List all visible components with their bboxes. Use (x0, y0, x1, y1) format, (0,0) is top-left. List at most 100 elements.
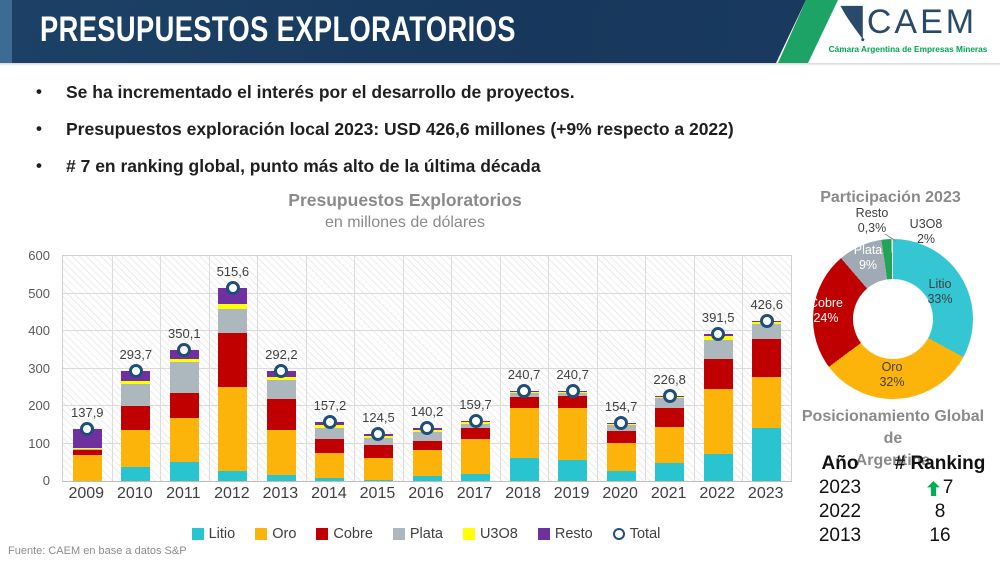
bar-segment-litio[interactable] (655, 463, 685, 481)
total-marker[interactable] (565, 383, 580, 398)
bar-segment-oro[interactable] (461, 438, 491, 475)
x-tick-label: 2009 (68, 485, 105, 502)
bar-segment-plata[interactable] (72, 449, 102, 450)
bar-segment-resto[interactable] (218, 287, 248, 304)
bar-segment-plata[interactable] (412, 432, 442, 441)
bar-segment-litio[interactable] (266, 475, 296, 481)
bar-segment-oro[interactable] (655, 426, 685, 463)
total-label: 124,5 (362, 410, 395, 426)
bar-segment-plata[interactable] (266, 379, 296, 400)
bar-segment-u3o8[interactable] (169, 358, 199, 362)
bar-segment-litio[interactable] (363, 479, 393, 481)
legend-item-u3o8: U3O8 (462, 526, 518, 542)
bar-segment-plata[interactable] (218, 309, 248, 333)
bar-segment-cobre[interactable] (752, 338, 782, 378)
bar-segment-oro[interactable] (703, 389, 733, 454)
bar-segment-plata[interactable] (169, 361, 199, 393)
bar-segment-litio[interactable] (461, 474, 491, 481)
total-marker[interactable] (614, 416, 629, 430)
bar-segment-litio[interactable] (752, 428, 782, 481)
bar-segment-oro[interactable] (558, 407, 588, 461)
total-marker[interactable] (128, 363, 143, 378)
bar-segment-u3o8[interactable] (121, 380, 151, 385)
bar-segment-cobre[interactable] (266, 399, 296, 431)
gridline-vertical (305, 256, 307, 481)
bar-segment-plata[interactable] (121, 384, 151, 406)
bar-segment-cobre[interactable] (558, 395, 588, 408)
bar-segment-cobre[interactable] (461, 428, 491, 439)
gridline-vertical (451, 256, 453, 481)
bar-segment-plata[interactable] (703, 340, 733, 360)
legend-swatch (255, 528, 268, 540)
y-tick-label: 100 (28, 435, 50, 451)
total-marker[interactable] (420, 421, 434, 436)
total-marker[interactable] (517, 383, 532, 398)
bar-segment-oro[interactable] (121, 430, 151, 467)
bullet-text: # 7 en ranking global, punto más alto de… (66, 156, 541, 176)
bullet-dot-icon: • (36, 82, 42, 101)
bar-segment-oro[interactable] (752, 377, 782, 429)
bar-segment-oro[interactable] (363, 457, 393, 480)
bar-segment-cobre[interactable] (509, 397, 539, 409)
bar-segment-oro[interactable] (218, 386, 248, 471)
bar-segment-litio[interactable] (315, 478, 345, 481)
bar-segment-oro[interactable] (412, 449, 442, 477)
caem-flag-icon (840, 5, 865, 41)
bar-segment-litio[interactable] (412, 476, 442, 481)
ranking-table: Año # Ranking 2023 7 2022 8 2013 16 (795, 452, 995, 548)
y-tick-label: 400 (28, 323, 50, 338)
bar-segment-plata[interactable] (752, 324, 782, 339)
bar-segment-u3o8[interactable] (218, 304, 248, 310)
bar-segment-oro[interactable] (509, 408, 539, 458)
total-marker[interactable] (322, 415, 337, 430)
y-axis: 0 100 200 300 400 500 600 (14, 248, 56, 488)
x-tick-label: 2014 (311, 485, 347, 502)
bar-segment-cobre[interactable] (606, 431, 636, 444)
x-tick-label: 2011 (166, 485, 201, 502)
bar-segment-litio[interactable] (703, 454, 733, 481)
bullet-text: Presupuestos exploración local 2023: USD… (66, 119, 734, 139)
gridline-horizontal (63, 330, 791, 331)
bar-segment-litio[interactable] (606, 470, 636, 481)
legend-swatch (392, 528, 405, 540)
bar-segment-litio[interactable] (558, 460, 588, 481)
bar-segment-litio[interactable] (121, 466, 151, 481)
bar-segment-cobre[interactable] (412, 440, 442, 450)
bar-chart-title-block: Presupuestos Exploratorios en millones d… (55, 190, 755, 232)
bar-segment-resto[interactable] (72, 429, 102, 448)
bar-segment-u3o8[interactable] (72, 447, 102, 450)
bar-segment-cobre[interactable] (169, 392, 199, 418)
bar-segment-oro[interactable] (169, 418, 199, 463)
total-marker[interactable] (177, 342, 192, 357)
total-marker[interactable] (80, 422, 95, 437)
bar-segment-oro[interactable] (606, 443, 636, 471)
total-marker[interactable] (468, 414, 483, 429)
bar-segment-u3o8[interactable] (266, 377, 296, 380)
bar-segment-plata[interactable] (363, 437, 393, 446)
bar-segment-oro[interactable] (266, 430, 296, 476)
total-marker[interactable] (711, 327, 726, 342)
bar-segment-litio[interactable] (169, 462, 199, 481)
total-marker[interactable] (274, 364, 289, 379)
bar-segment-oro[interactable] (72, 454, 102, 481)
total-marker[interactable] (759, 314, 774, 329)
bar-segment-cobre[interactable] (655, 407, 685, 427)
total-marker[interactable] (662, 388, 677, 403)
total-marker[interactable] (225, 280, 240, 295)
bar-segment-cobre[interactable] (703, 359, 733, 390)
y-tick-label: 500 (28, 285, 50, 301)
bar-segment-cobre[interactable] (121, 406, 151, 431)
bar-segment-cobre[interactable] (363, 445, 393, 458)
bar-segment-cobre[interactable] (218, 332, 248, 387)
gridline-vertical (499, 256, 501, 481)
bar-segment-litio[interactable] (218, 470, 248, 481)
legend-swatch (191, 528, 204, 540)
bar-segment-plata[interactable] (655, 398, 685, 408)
bar-segment-litio[interactable] (509, 457, 539, 481)
bar-segment-cobre[interactable] (72, 449, 102, 455)
bar-segment-plata[interactable] (315, 427, 345, 439)
bar-segment-cobre[interactable] (315, 439, 345, 453)
bar-segment-oro[interactable] (315, 452, 345, 478)
total-marker[interactable] (371, 427, 386, 442)
